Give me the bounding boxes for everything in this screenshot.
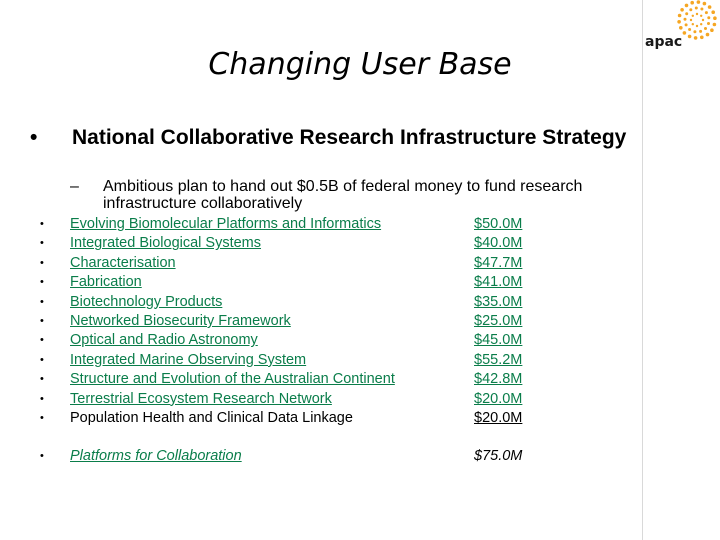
logo-dot <box>688 28 692 31</box>
logo-dot <box>700 14 703 17</box>
item-amount: $41.0M <box>474 274 523 291</box>
platforms-amount: $75.0M <box>474 448 523 464</box>
list-item: • Structure and Evolution of the Austral… <box>0 370 640 389</box>
item-amount: $45.0M <box>474 332 523 349</box>
bullet-dot: • <box>40 276 44 289</box>
bullet-dot: • <box>40 412 44 424</box>
logo-dot <box>702 1 707 6</box>
logo-dot <box>695 12 699 16</box>
logo-dot <box>707 5 712 9</box>
list-item: • Integrated Marine Observing System $55… <box>0 351 640 370</box>
logo-dot <box>700 35 704 40</box>
logo-dot <box>712 22 717 27</box>
bullet-dot: • <box>30 126 38 149</box>
logo-dot <box>684 3 689 8</box>
logo-dot <box>700 23 703 26</box>
item-amount: $42.8M <box>474 371 523 388</box>
logo-dot <box>710 28 714 32</box>
logo-dot <box>687 34 692 39</box>
bullet-dot: • <box>40 450 44 462</box>
logo-dot <box>707 22 710 25</box>
logo-dot <box>677 13 682 18</box>
logo-dot <box>693 30 697 34</box>
logo-dot <box>707 16 711 20</box>
apac-logo-text: apac <box>645 34 683 50</box>
item-amount: $25.0M <box>474 313 523 329</box>
bullet-dot: • <box>40 373 44 386</box>
logo-dot <box>684 23 688 27</box>
logo-dot <box>679 26 683 30</box>
bullet-dot: • <box>40 315 44 327</box>
logo-dot <box>682 31 687 35</box>
list-item: • Characterisation $47.7M <box>0 254 640 273</box>
platforms-link[interactable]: Platforms for Collaboration <box>70 448 242 464</box>
logo-dot <box>701 18 705 22</box>
logo-dot <box>696 0 701 4</box>
list-item: • Fabrication $41.0M <box>0 273 640 292</box>
sub-bullet-text: Ambitious plan to hand out $0.5B of fede… <box>103 178 583 212</box>
bullet-dot: • <box>40 256 44 269</box>
logo-dot <box>711 10 715 14</box>
logo-dot <box>693 36 698 40</box>
bullet-dot: • <box>40 392 44 405</box>
platforms-item: • Platforms for Collaboration $75.0M <box>0 446 640 466</box>
slide-divider <box>642 0 643 540</box>
logo-dot <box>699 29 703 33</box>
logo-dot <box>691 14 694 17</box>
bullet-dot: • <box>40 334 44 347</box>
item-name-link[interactable]: Integrated Marine Observing System <box>70 351 307 368</box>
item-name: Population Health and Clinical Data Link… <box>70 410 353 426</box>
logo-dot <box>713 16 717 21</box>
bullet-dot: • <box>40 237 44 250</box>
logo-dot <box>677 20 681 24</box>
item-amount: $20.0M <box>474 410 523 426</box>
item-name-link[interactable]: Terrestrial Ecosystem Research Network <box>70 390 332 407</box>
item-amount: $35.0M <box>474 293 523 310</box>
item-name-link[interactable]: Structure and Evolution of the Australia… <box>70 371 395 388</box>
item-name-link[interactable]: Networked Biosecurity Framework <box>70 313 291 329</box>
bullet-dot: • <box>40 295 44 308</box>
apac-logo-icon <box>677 0 717 40</box>
list-item: • Biotechnology Products $35.0M <box>0 293 640 312</box>
sub-bullet-dash: – <box>70 178 79 195</box>
item-amount: $20.0M <box>474 390 523 407</box>
item-name-link[interactable]: Optical and Radio Astronomy <box>70 332 258 349</box>
main-bullet-text: National Collaborative Research Infrastr… <box>72 126 627 149</box>
logo-dot <box>705 32 710 37</box>
logo-dot <box>700 7 704 11</box>
bullet-dot: • <box>40 353 44 366</box>
logo-dot <box>683 17 687 21</box>
list-item: • Population Health and Clinical Data Li… <box>0 409 640 428</box>
item-name-link[interactable]: Characterisation <box>70 254 176 271</box>
list-item: • Networked Biosecurity Framework $25.0M <box>0 312 640 331</box>
logo-dot <box>690 0 694 5</box>
item-amount: $50.0M <box>474 216 523 232</box>
list-item: • Terrestrial Ecosystem Research Network… <box>0 390 640 409</box>
bullet-dot: • <box>40 218 44 230</box>
logo-dot <box>680 8 684 12</box>
logo-dot <box>694 6 698 10</box>
logo-dot <box>691 23 694 26</box>
logo-dot <box>689 18 693 22</box>
item-name-link[interactable]: Integrated Biological Systems <box>70 235 262 252</box>
list-item: • Evolving Biomolecular Platforms and In… <box>0 215 640 234</box>
list-item: • Optical and Radio Astronomy $45.0M <box>0 331 640 350</box>
logo-dot <box>695 24 699 28</box>
item-name-link[interactable]: Fabrication <box>70 274 142 291</box>
logo-dot <box>689 8 693 12</box>
list-item: • Integrated Biological Systems $40.0M <box>0 234 640 253</box>
item-amount: $40.0M <box>474 235 523 252</box>
item-amount: $47.7M <box>474 254 523 271</box>
logo-dot <box>685 12 689 16</box>
item-name-link[interactable]: Evolving Biomolecular Platforms and Info… <box>70 216 382 232</box>
logo-dot <box>704 11 708 15</box>
logo-dot <box>704 27 707 30</box>
item-name-link[interactable]: Biotechnology Products <box>70 293 223 310</box>
item-amount: $55.2M <box>474 351 523 368</box>
slide-title: Changing User Base <box>208 47 512 82</box>
